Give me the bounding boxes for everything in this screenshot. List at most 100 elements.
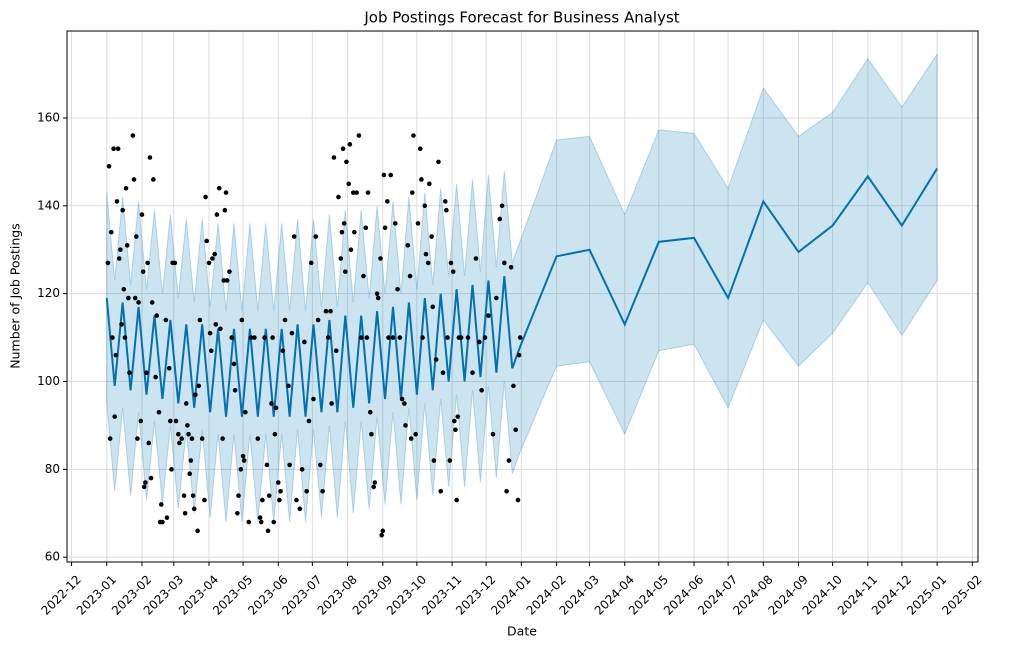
observed-point	[138, 418, 144, 424]
observed-point	[182, 510, 188, 516]
observed-point	[214, 212, 220, 217]
observed-point	[413, 431, 419, 437]
observed-point	[291, 234, 297, 239]
observed-point	[479, 387, 484, 393]
observed-point	[191, 506, 197, 512]
y-tick-label: 160	[37, 110, 60, 124]
observed-point	[115, 146, 121, 152]
observed-point	[363, 225, 369, 231]
observed-point	[130, 133, 136, 138]
observed-point	[231, 361, 237, 367]
observed-point	[371, 484, 376, 490]
observed-point	[109, 229, 114, 235]
observed-point	[380, 528, 386, 534]
y-axis-label: Number of Job Postings	[8, 223, 23, 368]
observed-point	[422, 203, 428, 209]
observed-point	[224, 278, 230, 283]
observed-point	[158, 502, 164, 507]
observed-point	[243, 409, 248, 415]
forecast-line	[105, 167, 938, 417]
observed-point	[369, 431, 374, 437]
observed-point	[336, 194, 341, 200]
observed-point	[367, 409, 373, 415]
observed-point	[311, 396, 316, 402]
observed-point	[260, 497, 265, 503]
observed-point	[448, 260, 454, 266]
observed-point	[164, 515, 170, 520]
observed-point	[153, 374, 158, 380]
observed-point	[287, 462, 292, 468]
observed-point	[403, 423, 408, 428]
observed-point	[385, 199, 390, 204]
observed-point	[419, 177, 424, 182]
observed-point	[329, 401, 334, 406]
observed-point	[105, 260, 111, 266]
observed-point	[499, 203, 505, 209]
observed-point	[213, 322, 219, 327]
y-tick-label: 100	[37, 374, 60, 388]
observed-point	[121, 286, 127, 292]
observed-point	[252, 335, 257, 340]
observed-point	[382, 225, 388, 231]
observed-point	[304, 488, 309, 494]
observed-point	[411, 133, 416, 138]
observed-point	[386, 335, 391, 340]
observed-point	[218, 326, 223, 332]
observed-point	[131, 177, 137, 182]
observed-point	[515, 497, 521, 503]
observed-point	[113, 352, 119, 358]
observed-point	[195, 528, 200, 534]
observed-point	[452, 418, 457, 424]
x-axis-label: Date	[507, 624, 537, 639]
observed-point	[454, 497, 459, 503]
observed-point	[313, 234, 319, 239]
observed-point	[508, 264, 514, 270]
observed-point	[425, 260, 431, 266]
observed-point	[516, 352, 522, 358]
uncertainty-band	[106, 52, 938, 523]
observed-point	[506, 458, 512, 463]
observed-point	[172, 260, 178, 266]
observed-point	[183, 401, 189, 406]
observed-point	[238, 467, 244, 472]
observed-point	[331, 155, 337, 160]
observed-point	[486, 313, 491, 318]
observed-point	[399, 396, 405, 402]
observed-point	[442, 199, 448, 204]
observed-point	[306, 418, 312, 424]
observed-point	[186, 431, 191, 437]
observed-point	[286, 383, 291, 389]
observed-point	[378, 256, 383, 261]
observed-point	[323, 308, 329, 314]
observed-point	[222, 207, 228, 213]
observed-point	[120, 207, 125, 213]
observed-point	[107, 436, 113, 441]
observed-point	[420, 335, 425, 340]
observed-point	[204, 238, 210, 244]
observed-point	[342, 269, 348, 274]
observed-point	[151, 177, 156, 182]
observed-point	[408, 436, 414, 441]
observed-point	[114, 199, 120, 204]
observed-point	[119, 322, 124, 327]
observed-point	[430, 304, 436, 310]
observed-point	[328, 308, 333, 314]
observed-point	[257, 515, 263, 520]
observed-point	[232, 387, 238, 393]
observed-point	[199, 436, 205, 441]
observed-point	[264, 462, 270, 468]
observed-point	[381, 172, 387, 178]
observed-point	[140, 269, 146, 274]
observed-point	[470, 370, 475, 376]
observed-point	[395, 286, 400, 292]
observed-point	[122, 335, 128, 340]
y-tick-label: 140	[37, 198, 60, 212]
observed-point	[106, 163, 112, 169]
observed-point	[207, 330, 213, 336]
y-tick-label: 80	[45, 462, 60, 476]
observed-point	[348, 247, 354, 253]
observed-point	[240, 453, 246, 459]
observed-point	[455, 414, 461, 419]
observed-point	[229, 335, 235, 340]
